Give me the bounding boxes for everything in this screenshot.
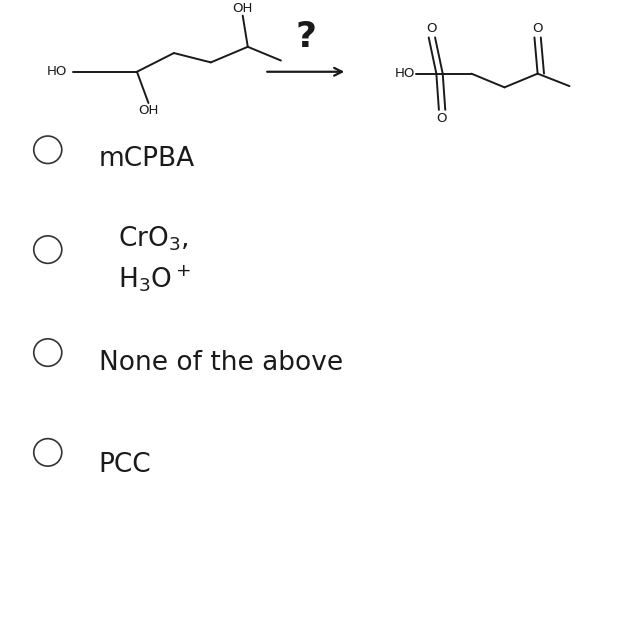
Text: OH: OH [138, 104, 159, 117]
Text: O: O [533, 22, 543, 35]
Text: ?: ? [296, 21, 316, 54]
Text: CrO$_3$,
H$_3$O$^+$: CrO$_3$, H$_3$O$^+$ [118, 225, 190, 293]
Text: O: O [436, 112, 447, 125]
Text: None of the above: None of the above [99, 350, 343, 376]
Text: PCC: PCC [99, 452, 152, 478]
Text: HO: HO [394, 67, 415, 80]
Text: mCPBA: mCPBA [99, 146, 195, 172]
Text: O: O [426, 22, 436, 35]
Text: HO: HO [47, 66, 68, 78]
Text: OH: OH [233, 2, 253, 14]
